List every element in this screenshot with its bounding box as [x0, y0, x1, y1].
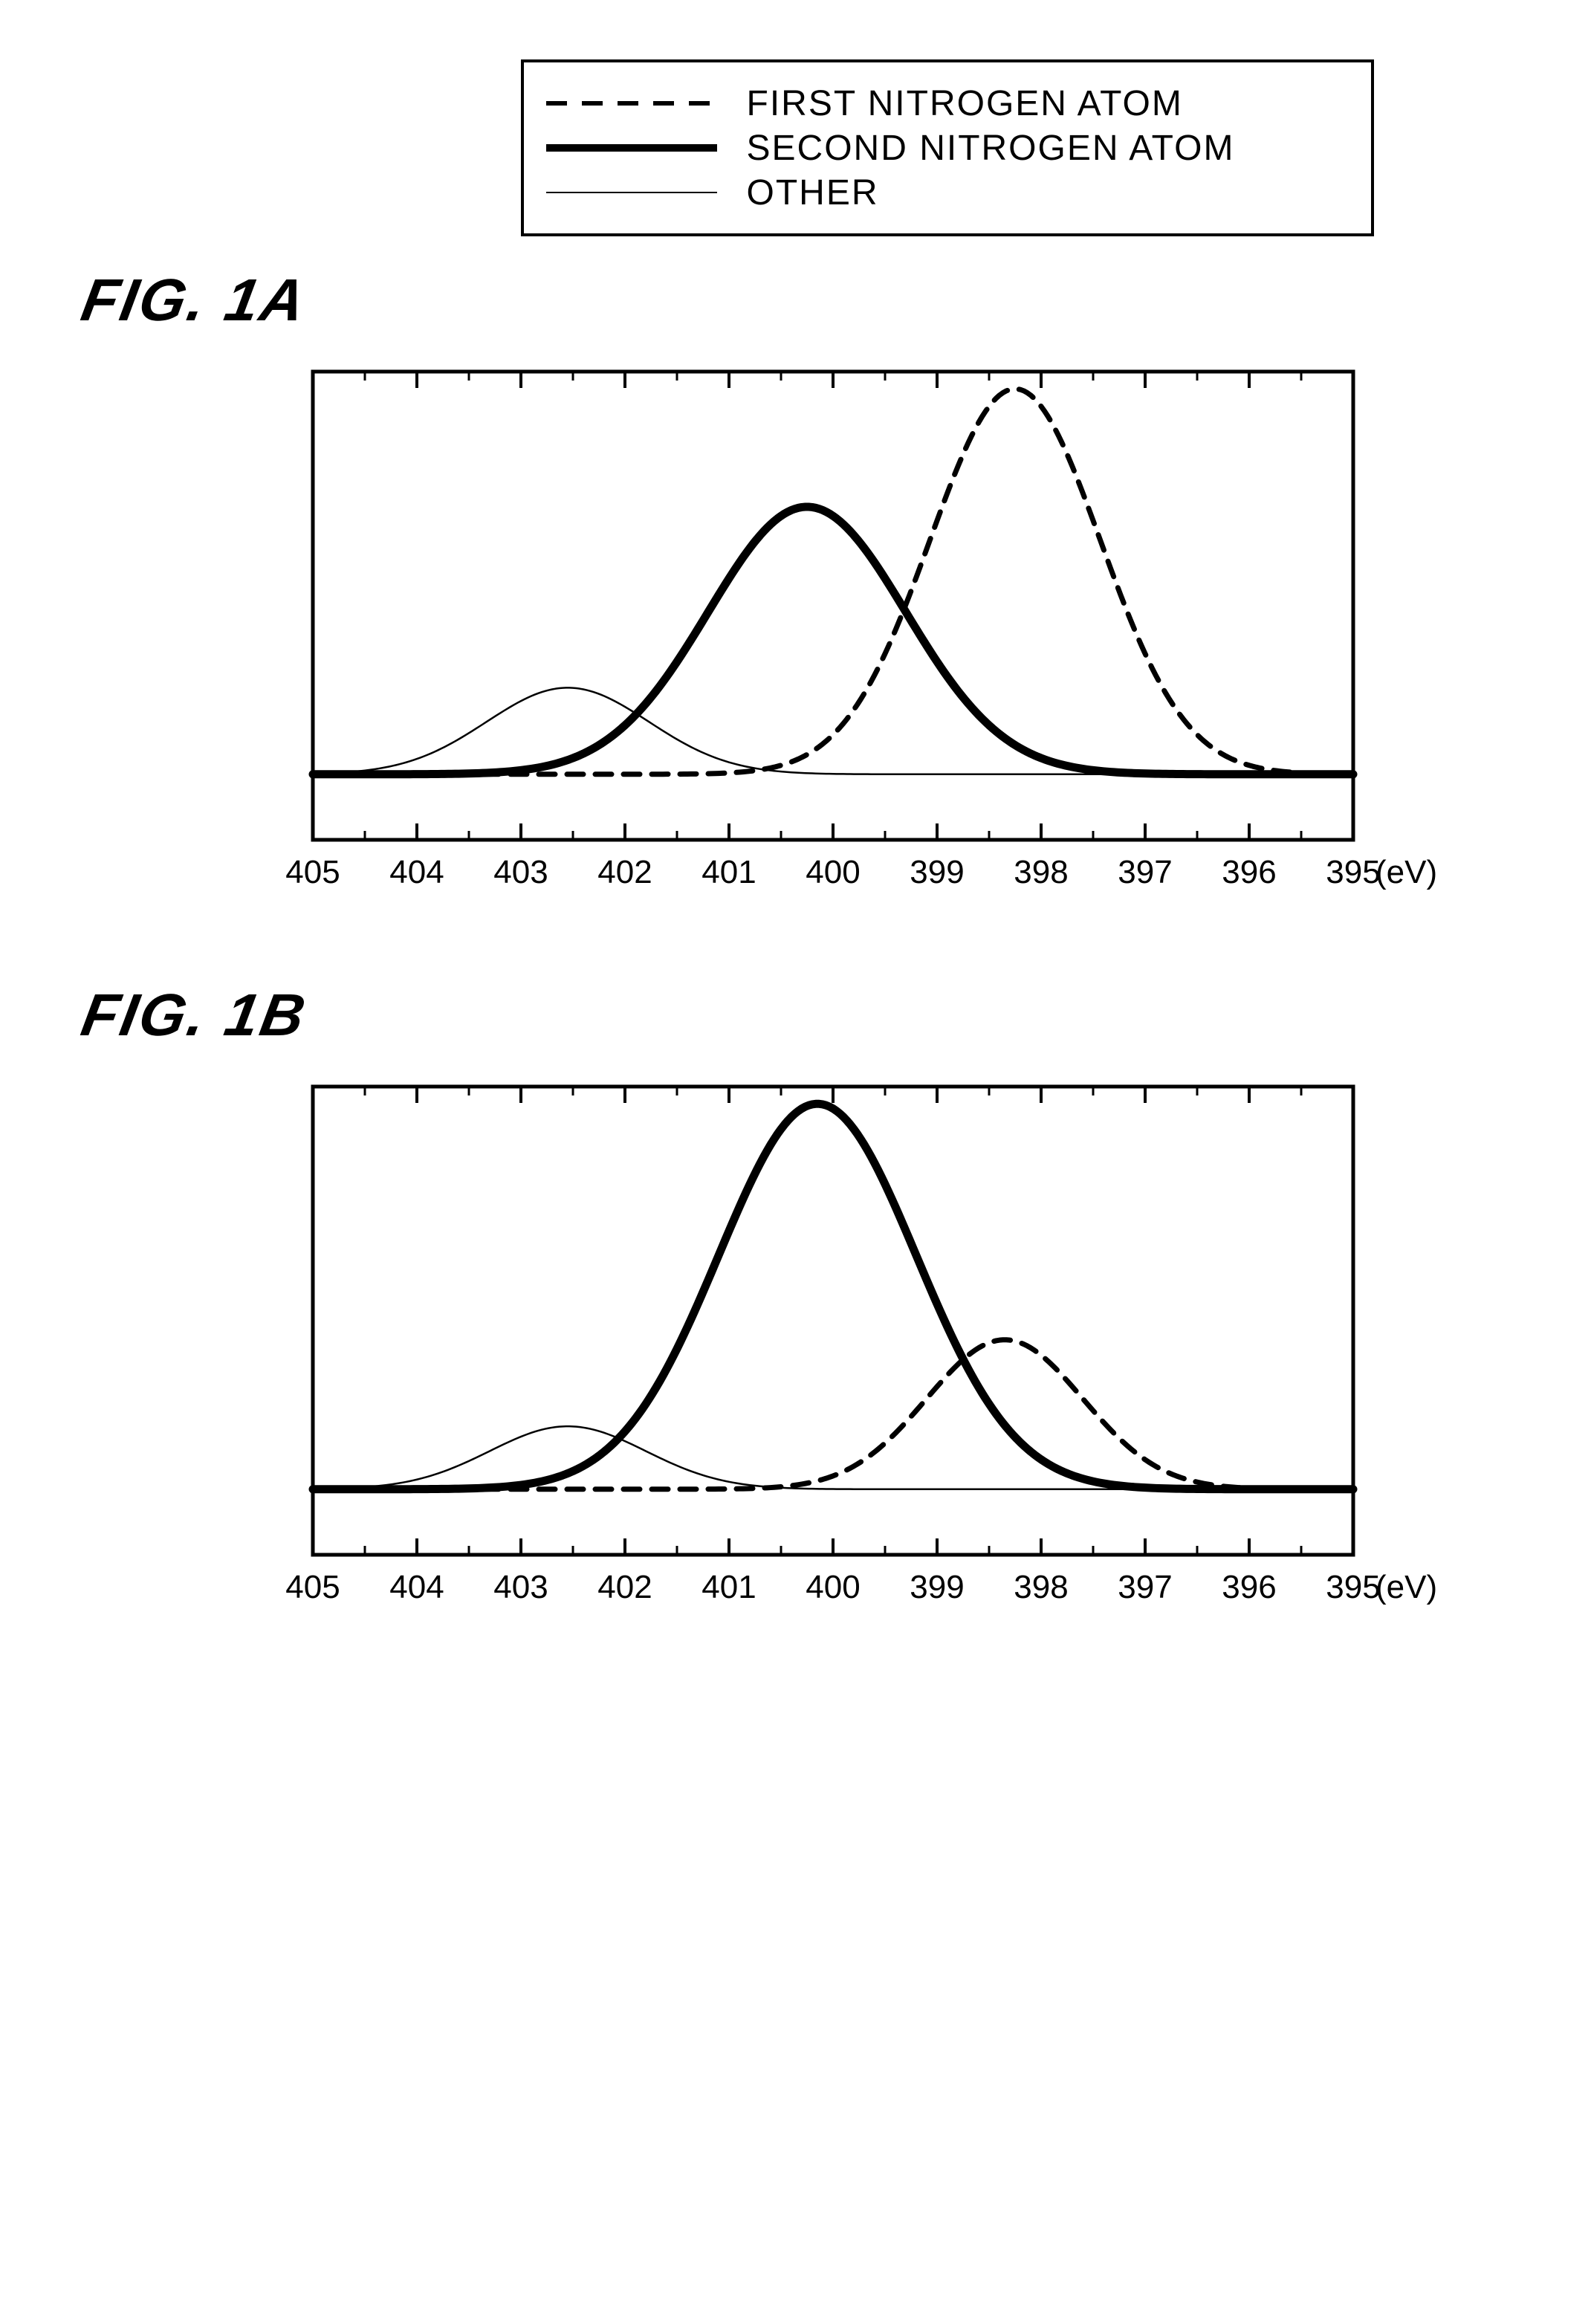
x-tick-label: 405 — [285, 854, 340, 890]
x-tick-label: 403 — [493, 854, 548, 890]
legend-label: SECOND NITROGEN ATOM — [747, 128, 1235, 169]
x-tick-label: 396 — [1222, 1569, 1276, 1605]
x-tick-label: 404 — [389, 854, 444, 890]
legend-label: OTHER — [747, 172, 879, 213]
fig-b-title: FIG. 1B — [76, 981, 1537, 1049]
legend-row: FIRST NITROGEN ATOM — [546, 81, 1349, 126]
x-tick-label: 398 — [1014, 854, 1068, 890]
x-tick-label: 405 — [285, 1569, 340, 1605]
fig-a-chart: 405 404 403 402 401 400 399 398 397 396 395(eV) — [283, 357, 1532, 951]
x-tick-label: 397 — [1118, 854, 1172, 890]
x-tick-label: 399 — [910, 854, 964, 890]
series-second — [313, 1104, 1353, 1489]
series-first — [313, 389, 1353, 774]
x-tick-label: 402 — [597, 854, 652, 890]
fig-b-chart: 405 404 403 402 401 400 399 398 397 396 395(eV) — [283, 1072, 1532, 1666]
x-tick-label: 396 — [1222, 854, 1276, 890]
fig-a-title: FIG. 1A — [76, 266, 1537, 334]
x-tick-label: 401 — [701, 854, 756, 890]
x-axis-unit: (eV) — [1375, 854, 1437, 890]
x-tick-label: 400 — [806, 1569, 860, 1605]
x-axis-unit: (eV) — [1375, 1569, 1437, 1605]
x-tick-label: 399 — [910, 1569, 964, 1605]
series-other — [313, 687, 1353, 774]
series-first — [313, 1340, 1353, 1489]
x-tick-label: 402 — [597, 1569, 652, 1605]
x-tick-label: 395 — [1326, 854, 1380, 890]
legend-row: SECOND NITROGEN ATOM — [546, 126, 1349, 170]
x-tick-label: 397 — [1118, 1569, 1172, 1605]
x-tick-label: 401 — [701, 1569, 756, 1605]
legend-row: OTHER — [546, 170, 1349, 215]
legend-label: FIRST NITROGEN ATOM — [747, 83, 1183, 124]
legend-line-sample — [546, 178, 717, 207]
legend: FIRST NITROGEN ATOMSECOND NITROGEN ATOMO… — [521, 59, 1374, 236]
page: FIRST NITROGEN ATOMSECOND NITROGEN ATOMO… — [60, 59, 1532, 1666]
x-tick-label: 403 — [493, 1569, 548, 1605]
x-tick-label: 400 — [806, 854, 860, 890]
x-tick-label: 404 — [389, 1569, 444, 1605]
legend-line-sample — [546, 133, 717, 163]
x-tick-label: 395 — [1326, 1569, 1380, 1605]
x-tick-label: 398 — [1014, 1569, 1068, 1605]
legend-line-sample — [546, 88, 717, 118]
